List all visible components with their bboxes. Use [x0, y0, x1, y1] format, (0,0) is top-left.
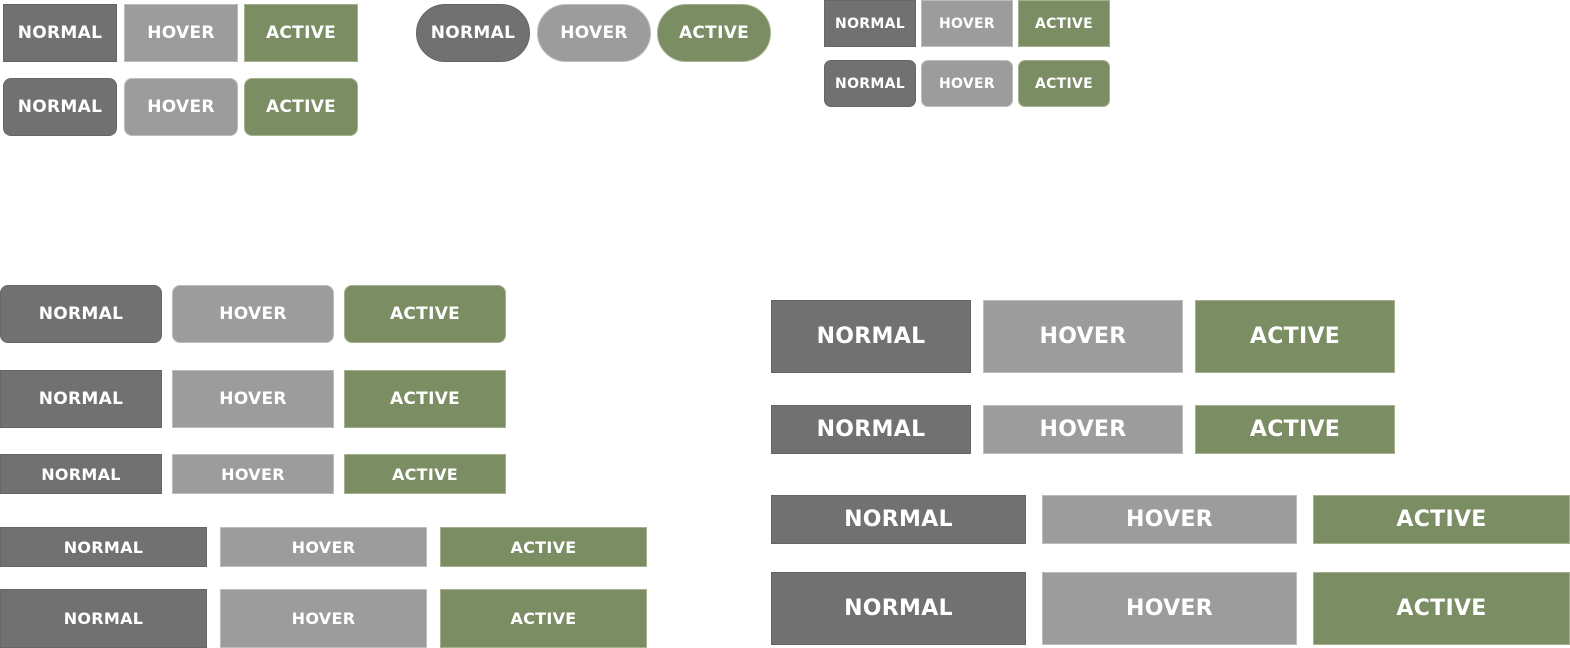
hover-button[interactable]: HOVER	[124, 4, 238, 62]
hover-button[interactable]: HOVER	[220, 527, 427, 567]
normal-button[interactable]: NORMAL	[771, 572, 1026, 645]
active-button[interactable]: ACTIVE	[440, 527, 647, 567]
hover-button[interactable]: HOVER	[124, 78, 238, 136]
active-button[interactable]: ACTIVE	[1195, 405, 1395, 454]
active-button[interactable]: ACTIVE	[244, 78, 358, 136]
normal-button[interactable]: NORMAL	[3, 78, 117, 136]
hover-button[interactable]: HOVER	[1042, 572, 1297, 645]
active-button[interactable]: ACTIVE	[1313, 495, 1570, 544]
normal-button[interactable]: NORMAL	[0, 370, 162, 428]
hover-button[interactable]: HOVER	[220, 589, 427, 648]
hover-button[interactable]: HOVER	[537, 4, 651, 62]
hover-button[interactable]: HOVER	[172, 370, 334, 428]
normal-button[interactable]: NORMAL	[824, 0, 916, 47]
active-button[interactable]: ACTIVE	[1018, 0, 1110, 47]
active-button[interactable]: ACTIVE	[244, 4, 358, 62]
normal-button[interactable]: NORMAL	[0, 527, 207, 567]
hover-button[interactable]: HOVER	[921, 0, 1013, 47]
normal-button[interactable]: NORMAL	[0, 285, 162, 343]
normal-button[interactable]: NORMAL	[0, 454, 162, 494]
active-button[interactable]: ACTIVE	[344, 370, 506, 428]
normal-button[interactable]: NORMAL	[0, 589, 207, 648]
hover-button[interactable]: HOVER	[921, 60, 1013, 107]
active-button[interactable]: ACTIVE	[1018, 60, 1110, 107]
normal-button[interactable]: NORMAL	[416, 4, 530, 62]
active-button[interactable]: ACTIVE	[657, 4, 771, 62]
hover-button[interactable]: HOVER	[983, 300, 1183, 373]
normal-button[interactable]: NORMAL	[771, 405, 971, 454]
active-button[interactable]: ACTIVE	[1313, 572, 1570, 645]
active-button[interactable]: ACTIVE	[344, 285, 506, 343]
hover-button[interactable]: HOVER	[983, 405, 1183, 454]
hover-button[interactable]: HOVER	[172, 285, 334, 343]
normal-button[interactable]: NORMAL	[3, 4, 117, 62]
active-button[interactable]: ACTIVE	[344, 454, 506, 494]
active-button[interactable]: ACTIVE	[1195, 300, 1395, 373]
normal-button[interactable]: NORMAL	[824, 60, 916, 107]
hover-button[interactable]: HOVER	[1042, 495, 1297, 544]
active-button[interactable]: ACTIVE	[440, 589, 647, 648]
normal-button[interactable]: NORMAL	[771, 300, 971, 373]
hover-button[interactable]: HOVER	[172, 454, 334, 494]
normal-button[interactable]: NORMAL	[771, 495, 1026, 544]
